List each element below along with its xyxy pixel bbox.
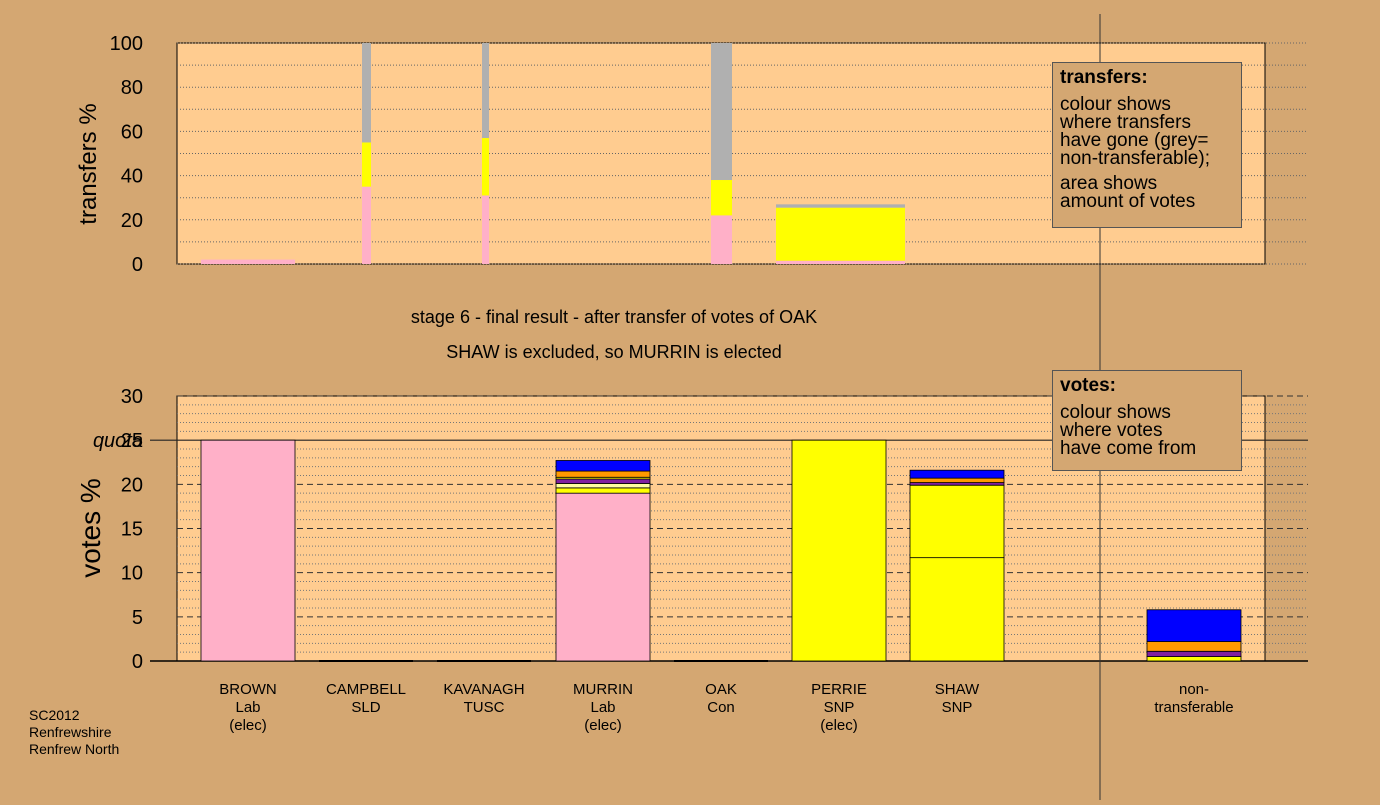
quota-label: quota	[93, 430, 143, 452]
transfers-y-tick-label: 80	[121, 77, 143, 99]
transfers-y-ticks: 0 20 40 60 80 100	[110, 33, 143, 276]
votes-bar-segment	[909, 484, 1005, 559]
votes-y-tick-label: 5	[132, 607, 143, 629]
votes-bar-segment	[555, 492, 651, 662]
votes-bar-segment	[909, 557, 1005, 662]
votes-bar-segment	[200, 439, 296, 662]
chart-subtitle: SHAW is excluded, so MURRIN is elected	[446, 342, 781, 362]
transfers-bar-segment	[776, 207, 905, 261]
transfers-y-tick-label: 60	[121, 121, 143, 143]
transfers-y-tick-label: 100	[110, 33, 143, 55]
votes-bar-segment	[909, 469, 1005, 479]
transfers-bar-segment	[776, 204, 905, 208]
candidate-label: KAVANAGH	[443, 681, 524, 698]
candidate-label: (elec)	[229, 717, 267, 734]
votes-bar-segment	[555, 460, 651, 472]
transfers-bar-segment	[711, 215, 732, 264]
transfers-y-tick-label: 40	[121, 166, 143, 188]
votes-bar-segment	[555, 470, 651, 478]
transfers-bar-segment	[711, 180, 732, 216]
votes-bar-segment	[909, 477, 1005, 483]
transfers-bar-segment	[482, 195, 489, 264]
candidate-label: TUSC	[464, 699, 505, 716]
transfers-bars	[201, 43, 905, 264]
candidate-label: (elec)	[820, 717, 858, 734]
votes-bar-segment	[1146, 641, 1242, 652]
candidate-label: SHAW	[935, 681, 980, 698]
transfers-y-tick-label: 0	[132, 254, 143, 276]
votes-legend-heading: votes:	[1060, 375, 1116, 396]
candidate-label: Con	[707, 699, 735, 716]
votes-x-labels: BROWNLab(elec)CAMPBELLSLDKAVANAGHTUSCMUR…	[219, 681, 1233, 734]
transfers-y-tick-label: 20	[121, 210, 143, 232]
candidate-label: Lab	[235, 699, 260, 716]
candidate-label: PERRIE	[811, 681, 867, 698]
chart-title: stage 6 - final result - after transfer …	[411, 307, 817, 327]
transfers-legend-line: where transfers	[1060, 112, 1191, 133]
candidate-label: SNP	[942, 699, 973, 716]
transfers-legend-line: area shows	[1060, 173, 1158, 194]
election-code: SC2012	[29, 707, 80, 723]
votes-y-tick-label: 0	[132, 651, 143, 673]
council-name: Renfrewshire	[29, 724, 112, 740]
transfers-bar-segment	[362, 186, 371, 264]
transfers-bar-segment	[482, 43, 489, 139]
transfers-bar-segment	[362, 142, 371, 187]
votes-bar-segment	[1146, 609, 1242, 642]
candidate-label: BROWN	[219, 681, 277, 698]
votes-bars	[200, 439, 1242, 662]
votes-bar-segment	[791, 439, 887, 662]
votes-bar-segment	[555, 487, 651, 494]
candidate-label: transferable	[1154, 699, 1233, 716]
candidate-label: MURRIN	[573, 681, 633, 698]
transfers-legend-line: have gone (grey=	[1060, 130, 1209, 151]
transfers-y-axis-label: transfers %	[75, 103, 102, 224]
candidate-label: non-	[1179, 681, 1209, 698]
transfers-bar-segment	[201, 259, 295, 264]
votes-legend-line: colour shows	[1060, 402, 1171, 423]
votes-y-tick-label: 25	[121, 430, 143, 452]
votes-y-tick-label: 30	[121, 386, 143, 408]
candidate-label: SNP	[824, 699, 855, 716]
candidate-label: Lab	[590, 699, 615, 716]
candidate-label: SLD	[351, 699, 380, 716]
transfers-bar-segment	[482, 138, 489, 196]
votes-legend-line: where votes	[1060, 420, 1163, 441]
votes-bar-segment	[1146, 656, 1242, 662]
candidate-label: (elec)	[584, 717, 622, 734]
footer-info: SC2012 Renfrewshire Renfrew North	[29, 707, 119, 758]
votes-y-axis-label: votes %	[75, 478, 106, 578]
transfers-legend: transfers: colour shows where transfers …	[1052, 62, 1242, 228]
candidate-label: CAMPBELL	[326, 681, 406, 698]
votes-bar-segment	[555, 483, 651, 489]
transfers-bar-segment	[362, 43, 371, 143]
votes-legend-line: have come from	[1060, 438, 1197, 459]
votes-y-ticks: 0 5 10 15 20 25 30	[121, 386, 143, 673]
votes-legend: votes: colour shows where votes have com…	[1052, 370, 1242, 471]
votes-bar-segment	[1146, 650, 1242, 657]
votes-bar-segment	[555, 478, 651, 484]
transfers-legend-line: amount of votes	[1060, 191, 1196, 212]
transfers-bar-segment	[711, 43, 732, 181]
votes-y-tick-label: 15	[121, 519, 143, 541]
transfers-legend-line: non-transferable);	[1060, 148, 1210, 169]
candidate-label: OAK	[705, 681, 737, 698]
votes-y-tick-label: 20	[121, 474, 143, 496]
transfers-legend-heading: transfers:	[1060, 67, 1148, 88]
votes-y-tick-label: 10	[121, 563, 143, 585]
ward-name: Renfrew North	[29, 741, 120, 757]
transfers-legend-line: colour shows	[1060, 94, 1171, 115]
transfers-bar-segment	[776, 260, 905, 264]
